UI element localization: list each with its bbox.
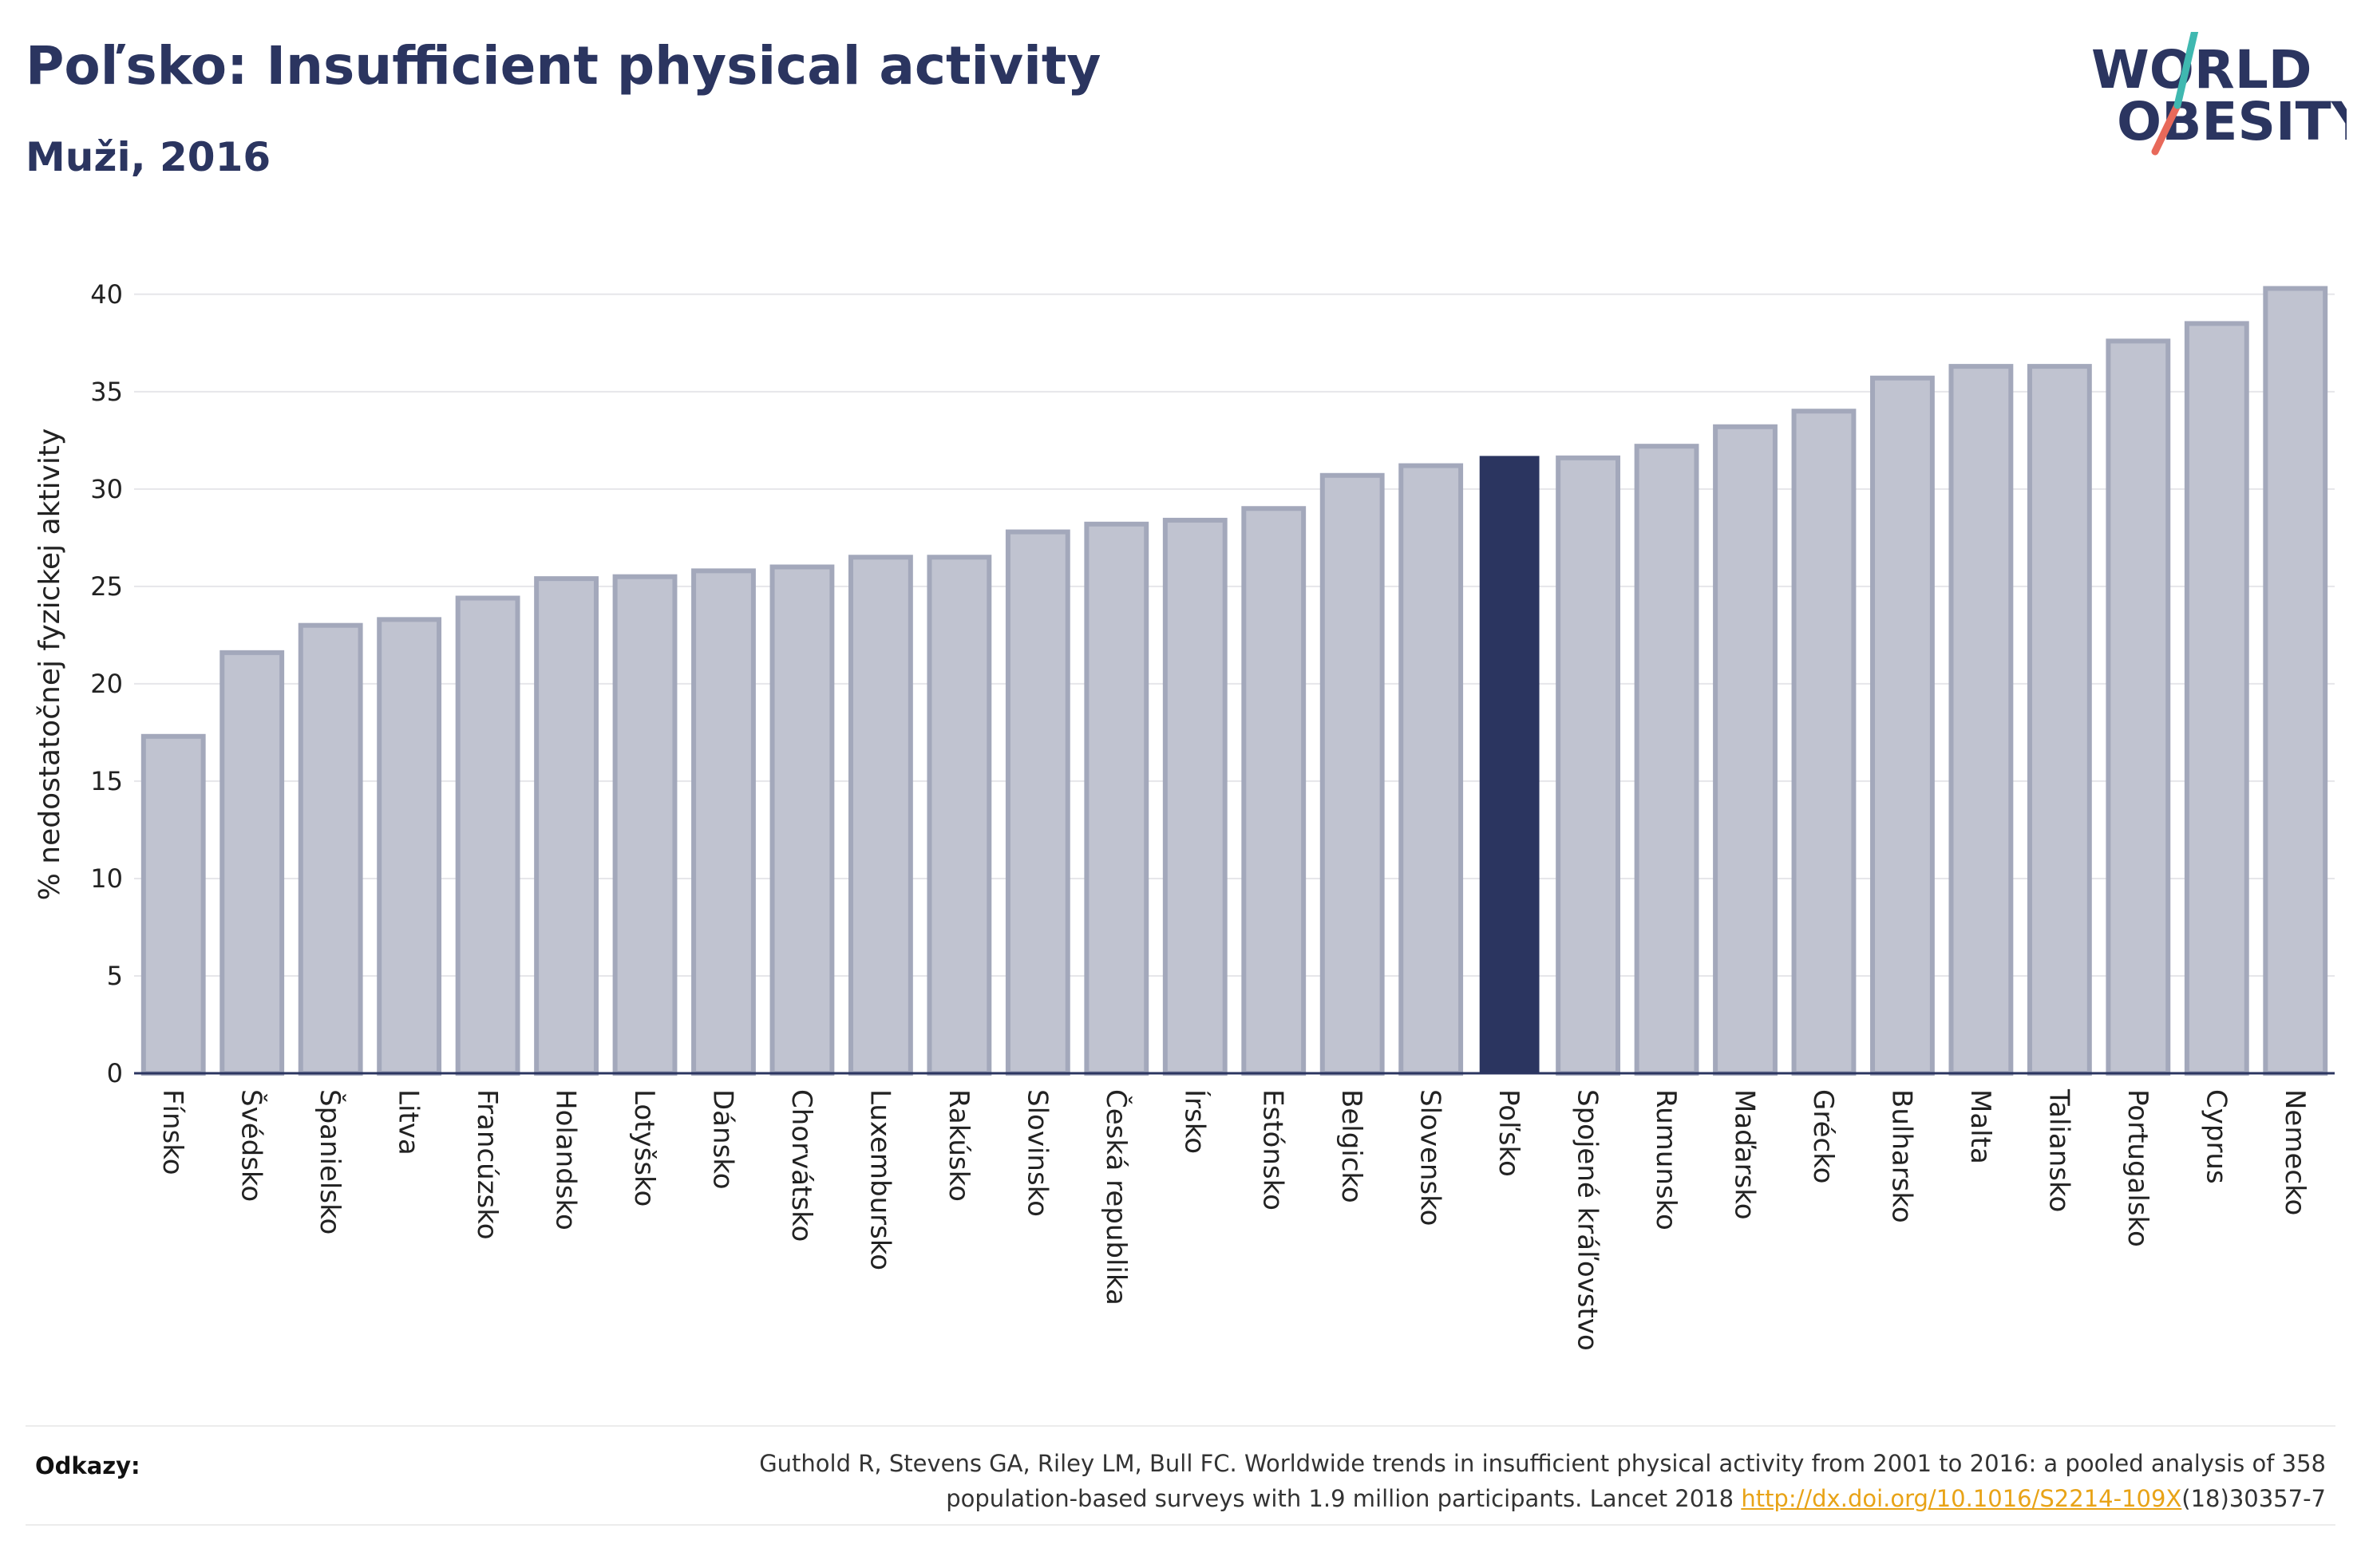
x-tick-label-22: Bulharsko bbox=[1885, 1089, 1917, 1223]
bar-1 bbox=[219, 650, 285, 1076]
references-label: Odkazy: bbox=[35, 1452, 140, 1479]
x-tick-label-21: Grécko bbox=[1807, 1089, 1839, 1183]
references-line-3: (18)30357-7 bbox=[2181, 1485, 2326, 1512]
bar-12 bbox=[1084, 521, 1149, 1076]
references-doi-link[interactable]: http://dx.doi.org/10.1016/S2214-109X bbox=[1741, 1485, 2182, 1512]
x-tick-label-11: Slovinsko bbox=[1021, 1089, 1053, 1217]
x-tick-label-5: Holandsko bbox=[550, 1089, 582, 1230]
bar-23 bbox=[1948, 364, 2014, 1076]
bar-chart: 0 5 10 15 20 25 30 35 40 % nedostatočnej fyzickej… bbox=[34, 279, 2335, 1351]
references-line-1: Guthold R, Stevens GA, Riley LM, Bull FC… bbox=[759, 1450, 2326, 1477]
x-tick-label-14: Estónsko bbox=[1257, 1089, 1289, 1211]
y-tick-label-25: 25 bbox=[90, 571, 123, 602]
y-tick-label-15: 15 bbox=[90, 766, 123, 796]
bar-15 bbox=[1319, 472, 1385, 1076]
page-title: Poľsko: Insufficient physical activity bbox=[26, 35, 1101, 97]
bar-7 bbox=[691, 568, 756, 1076]
bar-17 bbox=[1479, 456, 1540, 1073]
bar-9 bbox=[848, 555, 913, 1076]
bar-25 bbox=[2106, 338, 2171, 1076]
x-tick-label-8: Chorvátsko bbox=[785, 1089, 817, 1242]
bar-22 bbox=[1870, 375, 1935, 1076]
bar-26 bbox=[2184, 321, 2249, 1076]
bar-19 bbox=[1634, 444, 1699, 1076]
y-tick-label-20: 20 bbox=[90, 669, 123, 699]
x-tick-label-12: Česká republika bbox=[1100, 1089, 1133, 1305]
x-tick-label-23: Malta bbox=[1964, 1089, 1996, 1164]
footer-divider-bottom bbox=[26, 1524, 2335, 1526]
y-tick-label-10: 10 bbox=[90, 863, 123, 894]
logo-line-obesity: OBESITY bbox=[2117, 91, 2347, 152]
x-tick-label-2: Španielsko bbox=[314, 1089, 346, 1234]
y-axis-label: % nedostatočnej fyzickej aktivity bbox=[34, 429, 66, 901]
x-tick-label-4: Francúzsko bbox=[471, 1089, 503, 1240]
bar-5 bbox=[534, 576, 599, 1076]
y-tick-label-30: 30 bbox=[90, 474, 123, 504]
x-tick-label-25: Portugalsko bbox=[2122, 1089, 2153, 1247]
x-tick-label-26: Cyprus bbox=[2200, 1089, 2232, 1184]
bar-20 bbox=[1713, 424, 1778, 1076]
bar-16 bbox=[1398, 463, 1464, 1076]
bar-18 bbox=[1556, 455, 1621, 1076]
page-subtitle: Muži, 2016 bbox=[26, 134, 271, 180]
y-tick-label-35: 35 bbox=[90, 377, 123, 407]
x-tick-label-18: Spojené kráľovstvo bbox=[1572, 1089, 1604, 1351]
bar-10 bbox=[927, 555, 992, 1076]
bar-11 bbox=[1005, 529, 1070, 1076]
bar-8 bbox=[769, 564, 835, 1076]
y-tick-label-5: 5 bbox=[107, 961, 123, 991]
x-tick-label-3: Litva bbox=[393, 1089, 425, 1155]
x-tick-label-7: Dánsko bbox=[706, 1089, 738, 1190]
x-tick-label-6: Lotyšsko bbox=[628, 1089, 660, 1207]
bar-0 bbox=[140, 733, 206, 1076]
footer-divider-top bbox=[26, 1425, 2335, 1427]
bar-27 bbox=[2263, 286, 2328, 1076]
x-tick-label-17: Poľsko bbox=[1493, 1089, 1525, 1177]
references-text: Guthold R, Stevens GA, Riley LM, Bull FC… bbox=[490, 1446, 2326, 1516]
x-tick-label-19: Rumunsko bbox=[1650, 1089, 1682, 1230]
bar-6 bbox=[612, 574, 678, 1076]
bar-2 bbox=[298, 622, 363, 1076]
references-line-2: population-based surveys with 1.9 millio… bbox=[946, 1485, 1742, 1512]
logo-line-world: WORLD bbox=[2091, 39, 2312, 101]
x-tick-label-13: Írsko bbox=[1178, 1089, 1211, 1154]
x-tick-label-15: Belgicko bbox=[1335, 1089, 1367, 1203]
bar-13 bbox=[1162, 517, 1228, 1076]
bar-14 bbox=[1241, 506, 1307, 1076]
y-tick-label-40: 40 bbox=[90, 279, 123, 310]
x-tick-label-16: Slovensko bbox=[1414, 1089, 1446, 1226]
world-obesity-logo: WORLD OBESITY bbox=[2091, 32, 2347, 156]
x-tick-label-9: Luxembursko bbox=[864, 1089, 896, 1270]
bar-3 bbox=[377, 617, 442, 1076]
bar-4 bbox=[455, 595, 520, 1076]
bar-21 bbox=[1791, 409, 1857, 1076]
x-tick-label-1: Švédsko bbox=[235, 1089, 268, 1202]
bar-24 bbox=[2027, 364, 2092, 1076]
x-tick-label-24: Taliansko bbox=[2043, 1088, 2074, 1212]
x-tick-label-0: Fínsko bbox=[156, 1089, 188, 1175]
x-tick-label-10: Rakúsko bbox=[943, 1089, 975, 1202]
x-tick-label-20: Maďarsko bbox=[1729, 1089, 1761, 1220]
x-tick-label-27: Nemecko bbox=[2279, 1089, 2311, 1215]
y-tick-label-0: 0 bbox=[107, 1058, 123, 1088]
